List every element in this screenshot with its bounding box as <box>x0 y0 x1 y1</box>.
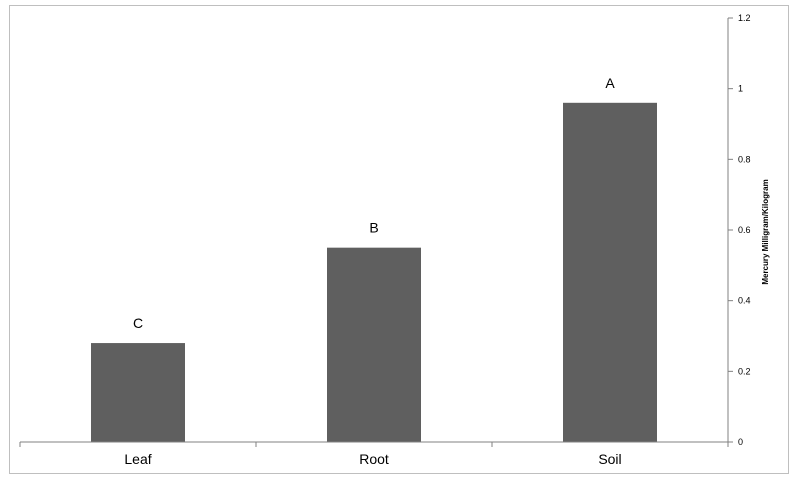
y-tick-label: 0 <box>738 437 743 447</box>
x-axis: Leaf Root Soil <box>19 441 729 467</box>
bar-label-root: B <box>369 220 378 236</box>
bar-leaf <box>91 343 185 442</box>
y-tick-label: 0.4 <box>738 296 751 306</box>
y-axis-title: Mercury Milligram/Kilogram <box>761 179 770 284</box>
y-tick-label: 1 <box>738 84 743 94</box>
x-tick-label-leaf: Leaf <box>124 451 151 467</box>
y-axis: 0 0.2 0.4 0.6 0.8 1 1.2 <box>727 13 751 447</box>
x-tick-label-root: Root <box>359 451 389 467</box>
bar-root <box>327 247 421 442</box>
bars-group <box>91 102 657 443</box>
bar-label-soil: A <box>605 75 615 91</box>
bar-label-leaf: C <box>133 315 143 331</box>
bar-labels-group: C B A <box>133 75 615 331</box>
x-tick-label-soil: Soil <box>598 451 621 467</box>
y-tick-label: 0.8 <box>738 154 751 164</box>
y-tick-label: 1.2 <box>738 13 751 23</box>
y-tick-label: 0.6 <box>738 225 751 235</box>
bar-soil <box>563 102 657 443</box>
y-tick-label: 0.2 <box>738 366 751 376</box>
